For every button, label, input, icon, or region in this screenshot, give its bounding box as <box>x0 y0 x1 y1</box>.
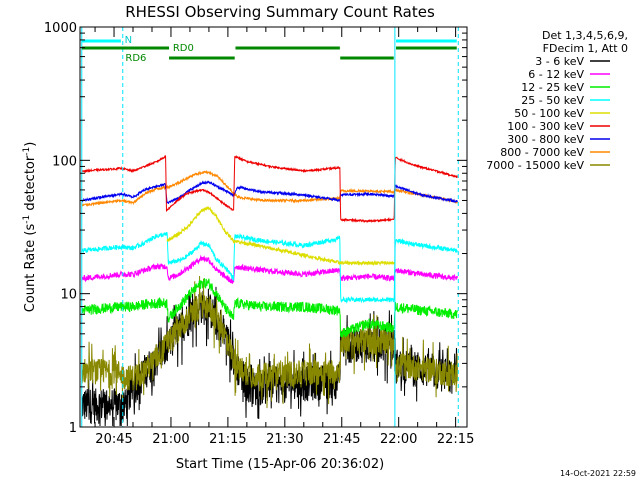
annotation-group: N RD0 RD6 <box>81 27 459 427</box>
x-tick-label: 22:00 <box>380 432 417 447</box>
legend-entry-label: 100 - 300 keV <box>507 120 584 133</box>
legend-entry-label: 25 - 50 keV <box>521 94 584 107</box>
y-tick-label: 10 <box>60 288 77 303</box>
legend-entry-label: 6 - 12 keV <box>528 68 584 81</box>
x-tick-label: 21:15 <box>209 432 246 447</box>
x-tick-label: 21:45 <box>323 432 360 447</box>
x-tick-label: 21:00 <box>152 432 189 447</box>
y-tick-label: 1000 <box>44 21 77 36</box>
axis-ticks-group: 1 10 100 1000 20:45 21:00 21:15 21:30 21:45 22:00… <box>44 21 474 447</box>
timestamp-label: 14-Oct-2021 22:59 <box>560 469 636 478</box>
rd0-label: RD0 <box>173 43 194 54</box>
x-tick-label: 21:30 <box>266 432 303 447</box>
y-axis-label-suffix: ) <box>23 142 38 147</box>
y-axis-label-sup1: -1 <box>22 215 32 224</box>
legend-entry-label: 3 - 6 keV <box>535 55 584 68</box>
chart-title: RHESSI Observing Summary Count Rates <box>125 3 435 21</box>
legend: Det 1,3,4,5,6,9,FDecim 1, Att 03 - 6 keV… <box>486 29 628 172</box>
plot-frame <box>79 26 468 428</box>
legend-header-line: Det 1,3,4,5,6,9, <box>542 29 628 42</box>
night-label: N <box>125 35 132 46</box>
x-axis-label: Start Time (15-Apr-06 20:36:02) <box>176 457 384 472</box>
legend-entry-label: 300 - 800 keV <box>507 133 584 146</box>
x-tick-label: 20:45 <box>95 432 132 447</box>
legend-entry-label: 50 - 100 keV <box>514 107 584 120</box>
y-axis-label: Count Rate (s-1 detector-1) <box>22 142 38 313</box>
series-line-s50 <box>166 205 396 267</box>
y-tick-label: 100 <box>52 154 77 169</box>
legend-entry-label: 800 - 7000 keV <box>500 146 584 159</box>
legend-entry-label: 12 - 25 keV <box>521 81 584 94</box>
x-tick-label: 22:15 <box>437 432 474 447</box>
y-axis-label-sup2: -1 <box>22 147 32 156</box>
legend-entry-label: 7000 - 15000 keV <box>486 159 584 172</box>
legend-header-line: FDecim 1, Att 0 <box>543 42 628 55</box>
y-axis-label-prefix: Count Rate (s <box>23 224 38 313</box>
rd6-label: RD6 <box>125 53 146 64</box>
y-axis-label-mid: detector <box>23 155 38 215</box>
y-tick-label: 1 <box>69 421 77 436</box>
